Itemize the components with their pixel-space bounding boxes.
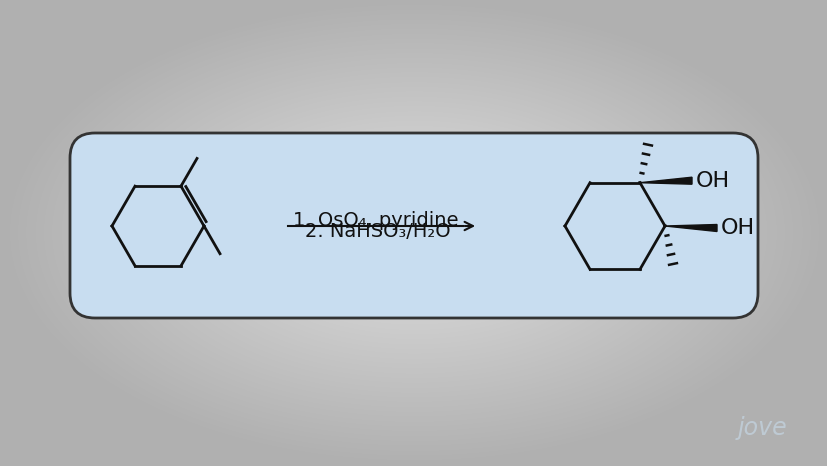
Text: 2. NaHSO₃/H₂O: 2. NaHSO₃/H₂O (304, 222, 450, 241)
Text: OH: OH (720, 218, 754, 238)
Polygon shape (664, 225, 716, 232)
Text: 1. OsO₄, pyridine: 1. OsO₄, pyridine (293, 211, 457, 230)
Text: jove: jove (736, 416, 786, 440)
FancyBboxPatch shape (70, 133, 757, 318)
Polygon shape (639, 177, 691, 184)
Text: OH: OH (696, 171, 729, 191)
